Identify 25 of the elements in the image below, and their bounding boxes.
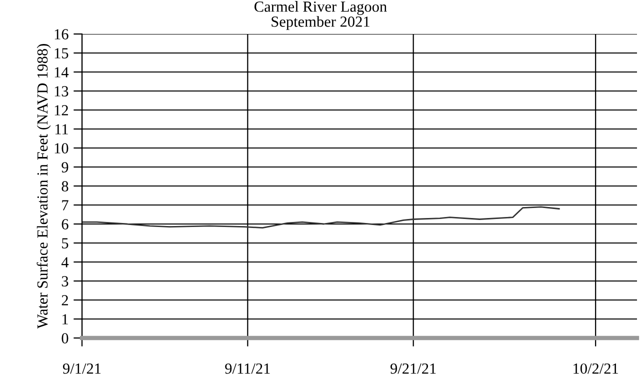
y-tick-label: 12: [54, 105, 68, 116]
y-tick-label: 15: [54, 48, 68, 58]
y-tick-label: 0: [62, 333, 68, 344]
chart-title: Carmel River Lagoon: [254, 1, 387, 15]
y-tick-label: 11: [55, 124, 68, 134]
y-axis-title: Water Surface Elevation in Feet (NAVD 1988): [36, 44, 51, 329]
y-tick-label: 4: [61, 257, 69, 268]
chart-subtitle: September 2021: [272, 16, 370, 30]
x-tick-label: 10/2/21: [574, 363, 618, 374]
y-tick-label: 7: [62, 200, 68, 210]
y-tick-label: 13: [54, 86, 68, 96]
x-tick-label: 9/21/21: [390, 363, 436, 374]
y-tick-label: 6: [62, 219, 68, 230]
y-tick-label: 10: [54, 143, 68, 154]
y-tick-label: 2: [62, 295, 68, 306]
y-tick-label: 8: [62, 181, 68, 192]
y-tick-label: 1: [62, 314, 68, 324]
y-tick-label: 9: [62, 162, 68, 172]
y-tick-label: 3: [62, 276, 68, 286]
x-tick-label: 9/11/21: [225, 363, 270, 374]
x-tick-label: 9/1/21: [62, 363, 101, 374]
y-tick-label: 5: [62, 238, 68, 248]
y-tick-label: 16: [54, 29, 68, 40]
line-series: [82, 206, 560, 228]
y-tick-label: 14: [54, 67, 69, 78]
